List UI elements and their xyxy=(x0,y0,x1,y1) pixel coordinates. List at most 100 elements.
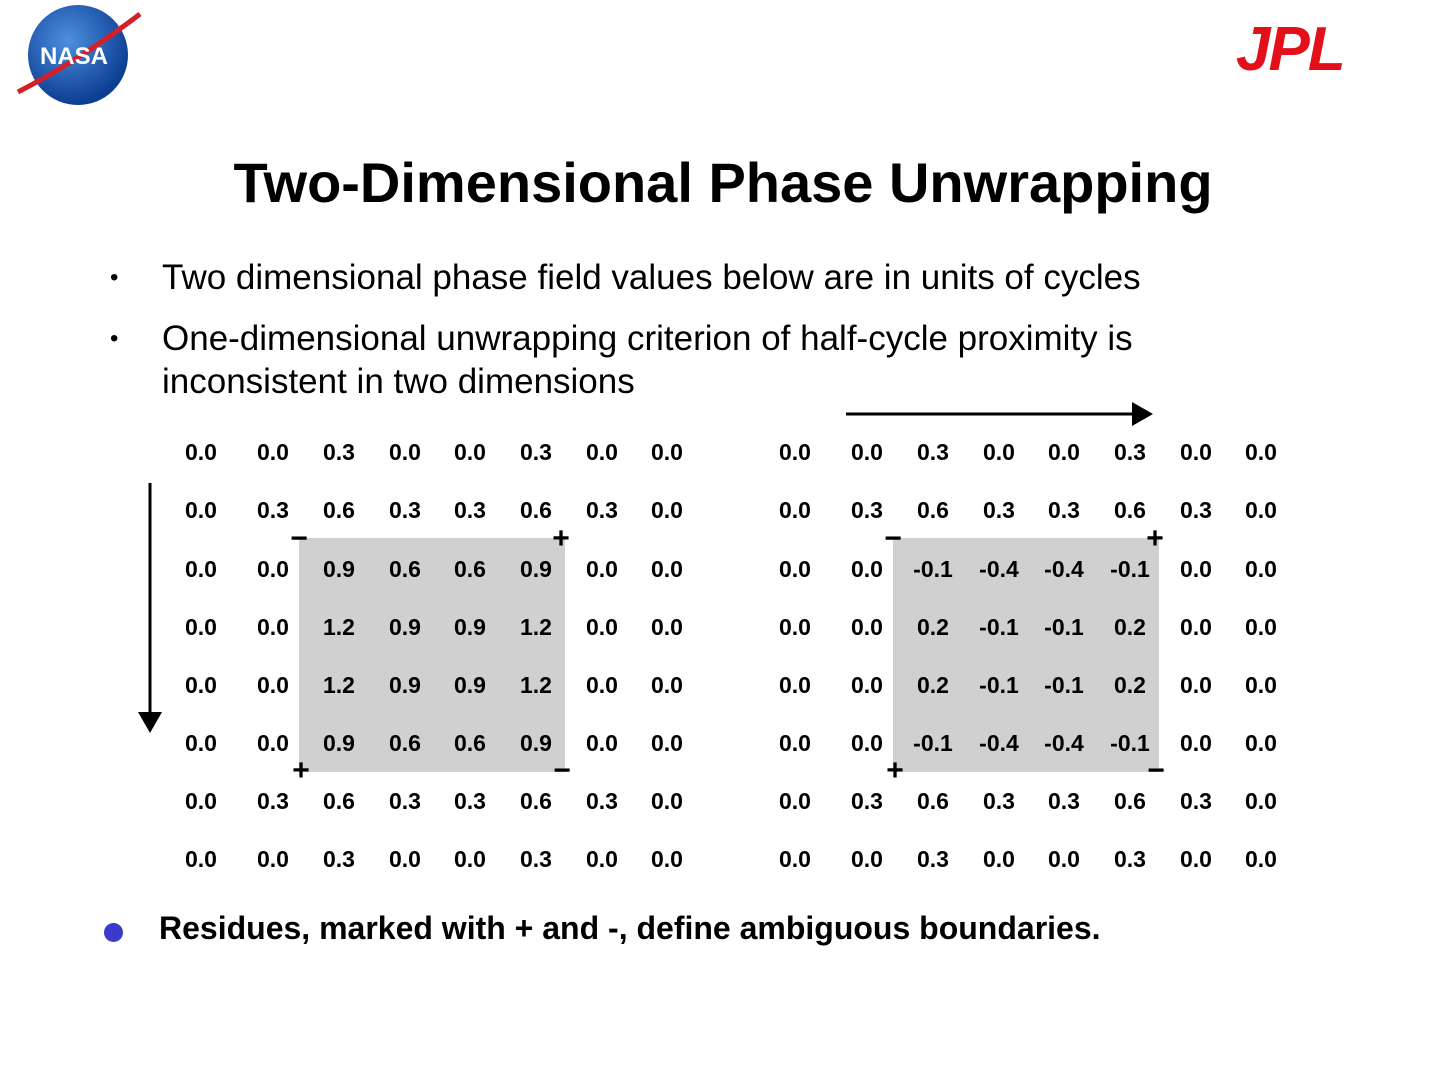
phase-value: 0.0 xyxy=(389,439,421,465)
phase-value: 0.0 xyxy=(651,730,683,756)
phase-value: -0.1 xyxy=(1044,672,1084,698)
phase-value: -0.4 xyxy=(979,556,1019,582)
phase-value: 0.2 xyxy=(1114,672,1146,698)
phase-value: 0.3 xyxy=(389,497,421,523)
phase-value: 0.3 xyxy=(917,846,949,872)
phase-value: 0.0 xyxy=(1245,788,1277,814)
phase-value: -0.4 xyxy=(979,730,1019,756)
phase-value: 0.3 xyxy=(851,497,883,523)
phase-value: 0.0 xyxy=(1180,439,1212,465)
phase-value: 0.0 xyxy=(257,614,289,640)
phase-value: 0.9 xyxy=(389,614,421,640)
phase-value: 0.9 xyxy=(323,556,355,582)
phase-value: 0.3 xyxy=(586,497,618,523)
phase-value: 0.3 xyxy=(917,439,949,465)
phase-value: 0.0 xyxy=(779,672,811,698)
phase-value: 0.0 xyxy=(1180,730,1212,756)
phase-value: 0.0 xyxy=(586,614,618,640)
phase-value: 0.0 xyxy=(851,614,883,640)
phase-value: -0.1 xyxy=(979,614,1019,640)
phase-value: 0.6 xyxy=(323,788,355,814)
nasa-logo: NASA xyxy=(16,5,142,105)
phase-value: 0.0 xyxy=(651,439,683,465)
phase-value: 0.0 xyxy=(185,614,217,640)
phase-value: 1.2 xyxy=(323,672,355,698)
residue-marker: − xyxy=(1147,754,1165,787)
phase-value: 0.0 xyxy=(851,556,883,582)
phase-value: 0.0 xyxy=(1245,497,1277,523)
phase-value: 0.3 xyxy=(1114,439,1146,465)
phase-value: -0.1 xyxy=(1110,556,1150,582)
phase-value: 0.9 xyxy=(323,730,355,756)
nasa-logo-text: NASA xyxy=(40,43,108,70)
phase-value: 0.9 xyxy=(454,672,486,698)
phase-value: 0.0 xyxy=(1180,614,1212,640)
phase-value: 0.3 xyxy=(1048,788,1080,814)
phase-value: 0.0 xyxy=(1245,846,1277,872)
jpl-logo: JPL xyxy=(1236,15,1346,84)
phase-value: 0.9 xyxy=(454,614,486,640)
phase-value: 0.3 xyxy=(257,497,289,523)
phase-value: 0.0 xyxy=(185,846,217,872)
title: Two-Dimensional Phase Unwrapping xyxy=(233,151,1213,214)
phase-value: 0.0 xyxy=(779,614,811,640)
phase-value: 0.0 xyxy=(257,672,289,698)
phase-value: 0.6 xyxy=(323,497,355,523)
phase-value: 0.3 xyxy=(257,788,289,814)
phase-value: -0.4 xyxy=(1044,730,1084,756)
phase-value: 0.0 xyxy=(651,614,683,640)
phase-value: -0.4 xyxy=(1044,556,1084,582)
phase-value: 0.0 xyxy=(454,439,486,465)
phase-value: 0.3 xyxy=(1180,788,1212,814)
phase-value: 0.3 xyxy=(520,846,552,872)
phase-value: 0.6 xyxy=(389,556,421,582)
phase-value: 0.0 xyxy=(586,672,618,698)
residue-marker: − xyxy=(290,522,308,555)
phase-value: 0.0 xyxy=(185,672,217,698)
phase-value: 0.3 xyxy=(1114,846,1146,872)
phase-value: 0.2 xyxy=(917,672,949,698)
footer-bullet: Residues, marked with + and -, define am… xyxy=(159,910,1101,946)
residue-marker: + xyxy=(886,754,904,787)
phase-value: 0.3 xyxy=(983,497,1015,523)
phase-value: 1.2 xyxy=(520,672,552,698)
phase-value: 0.0 xyxy=(1245,672,1277,698)
phase-value: 0.2 xyxy=(917,614,949,640)
bullet: One-dimensional unwrapping criterion of … xyxy=(110,317,1312,403)
phase-value: 0.0 xyxy=(651,672,683,698)
phase-value: -0.1 xyxy=(913,556,953,582)
phase-value: 0.6 xyxy=(917,497,949,523)
phase-value: -0.1 xyxy=(979,672,1019,698)
phase-value: 0.0 xyxy=(185,788,217,814)
phase-value: 0.3 xyxy=(1048,497,1080,523)
phase-value: 0.0 xyxy=(389,846,421,872)
phase-value: 0.0 xyxy=(185,730,217,756)
phase-value: 0.6 xyxy=(454,730,486,756)
phase-value: 0.0 xyxy=(851,730,883,756)
phase-value: -0.1 xyxy=(1110,730,1150,756)
phase-value: 0.0 xyxy=(257,439,289,465)
phase-value: 0.0 xyxy=(851,439,883,465)
phase-value: 0.0 xyxy=(1245,730,1277,756)
phase-value: 0.0 xyxy=(779,730,811,756)
phase-value: 0.2 xyxy=(1114,614,1146,640)
phase-value: 0.0 xyxy=(779,556,811,582)
residue-region xyxy=(299,538,565,772)
phase-value: 0.0 xyxy=(1048,846,1080,872)
bullet-dot xyxy=(104,923,123,942)
phase-value: 0.0 xyxy=(1245,439,1277,465)
phase-value: 0.9 xyxy=(520,556,552,582)
phase-value: 0.0 xyxy=(851,672,883,698)
phase-value: 0.0 xyxy=(586,846,618,872)
phase-value: 0.3 xyxy=(323,846,355,872)
phase-value: 1.2 xyxy=(520,614,552,640)
phase-value: 0.0 xyxy=(185,556,217,582)
phase-value: 0.0 xyxy=(651,846,683,872)
phase-value: 0.6 xyxy=(1114,788,1146,814)
phase-value: 0.0 xyxy=(1048,439,1080,465)
phase-value: 0.3 xyxy=(454,497,486,523)
phase-value: 0.6 xyxy=(520,497,552,523)
phase-value: 0.6 xyxy=(454,556,486,582)
